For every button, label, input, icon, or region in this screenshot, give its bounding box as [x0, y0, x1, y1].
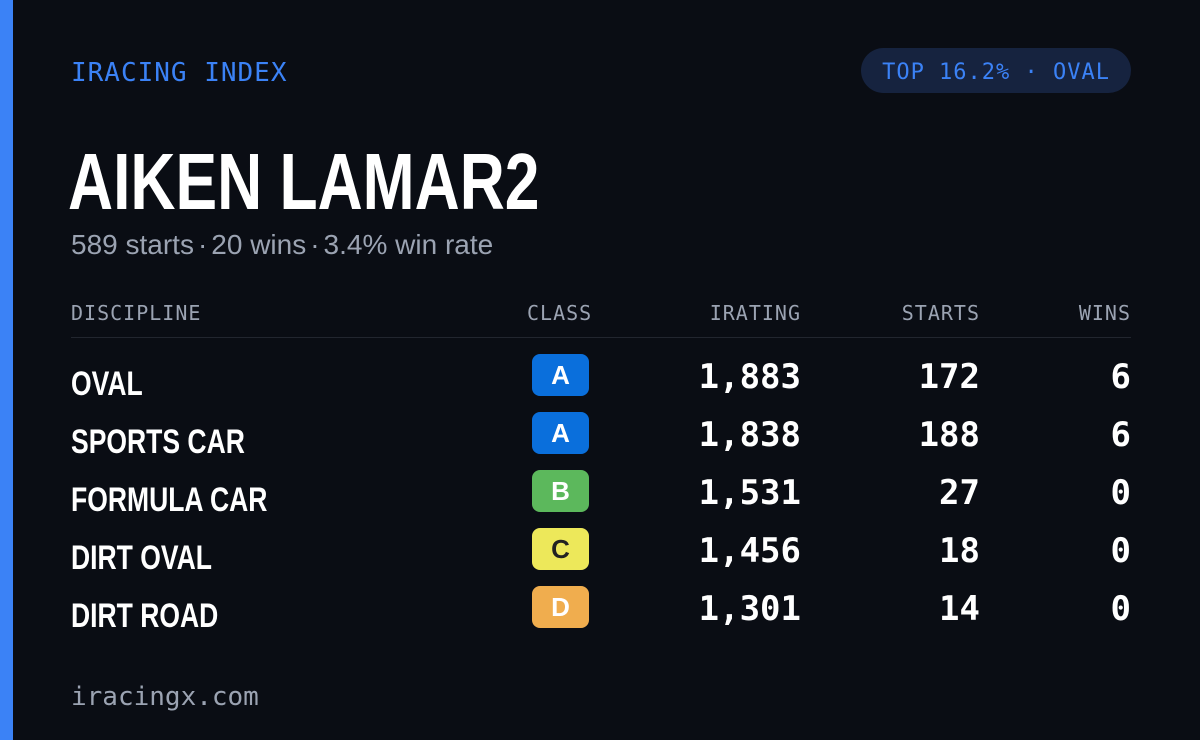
column-header-wins: WINS	[1078, 301, 1131, 325]
summary-separator: ·	[197, 229, 208, 260]
driver-summary: 589 starts · 20 wins · 3.4% win rate	[71, 226, 493, 264]
irating-value: 1,456	[698, 531, 801, 571]
irating-value: 1,838	[698, 415, 801, 455]
summary-win-rate: 3.4% win rate	[323, 229, 494, 260]
percentile-badge: TOP 16.2% · OVAL	[861, 48, 1131, 93]
column-header-discipline: DISCIPLINE	[71, 301, 202, 325]
license-class-badge: B	[532, 470, 589, 512]
brand-label: IRACING INDEX	[71, 58, 288, 88]
summary-separator: ·	[310, 229, 320, 260]
discipline-name: DIRT OVAL	[71, 539, 212, 577]
table-row: OVAL A 1,883 172 6	[71, 350, 1131, 408]
license-class-badge: D	[532, 586, 589, 628]
wins-value: 6	[1110, 415, 1131, 455]
wins-value: 0	[1110, 473, 1131, 513]
discipline-name: FORMULA CAR	[71, 481, 268, 519]
discipline-name: DIRT ROAD	[71, 597, 219, 635]
table-row: DIRT ROAD D 1,301 14 0	[71, 582, 1131, 640]
column-header-starts: STARTS	[901, 301, 980, 325]
starts-value: 172	[918, 357, 980, 397]
license-class-badge: C	[532, 528, 589, 570]
table-row: FORMULA CAR B 1,531 27 0	[71, 466, 1131, 524]
column-header-class: CLASS	[527, 301, 593, 325]
starts-value: 14	[939, 589, 980, 629]
summary-starts: 589 starts	[71, 229, 194, 260]
discipline-name: OVAL	[71, 365, 143, 403]
license-class-badge: A	[532, 354, 589, 396]
discipline-table: OVAL A 1,883 172 6 SPORTS CAR A 1,838 18…	[71, 350, 1131, 640]
driver-name: AIKEN LAMAR2	[68, 137, 540, 226]
column-header-irating: IRATING	[709, 301, 801, 325]
accent-bar	[0, 0, 13, 740]
wins-value: 6	[1110, 357, 1131, 397]
table-row: SPORTS CAR A 1,838 188 6	[71, 408, 1131, 466]
irating-value: 1,301	[698, 589, 801, 629]
wins-value: 0	[1110, 531, 1131, 571]
license-class-badge: A	[532, 412, 589, 454]
discipline-name: SPORTS CAR	[71, 423, 245, 461]
table-row: DIRT OVAL C 1,456 18 0	[71, 524, 1131, 582]
table-header: DISCIPLINE CLASS IRATING STARTS WINS	[71, 300, 1131, 338]
irating-value: 1,883	[698, 357, 801, 397]
starts-value: 188	[918, 415, 980, 455]
summary-wins: 20 wins	[211, 229, 307, 260]
starts-value: 27	[939, 473, 980, 513]
wins-value: 0	[1110, 589, 1131, 629]
irating-value: 1,531	[698, 473, 801, 513]
site-link[interactable]: iracingx.com	[71, 682, 259, 712]
starts-value: 18	[939, 531, 980, 571]
